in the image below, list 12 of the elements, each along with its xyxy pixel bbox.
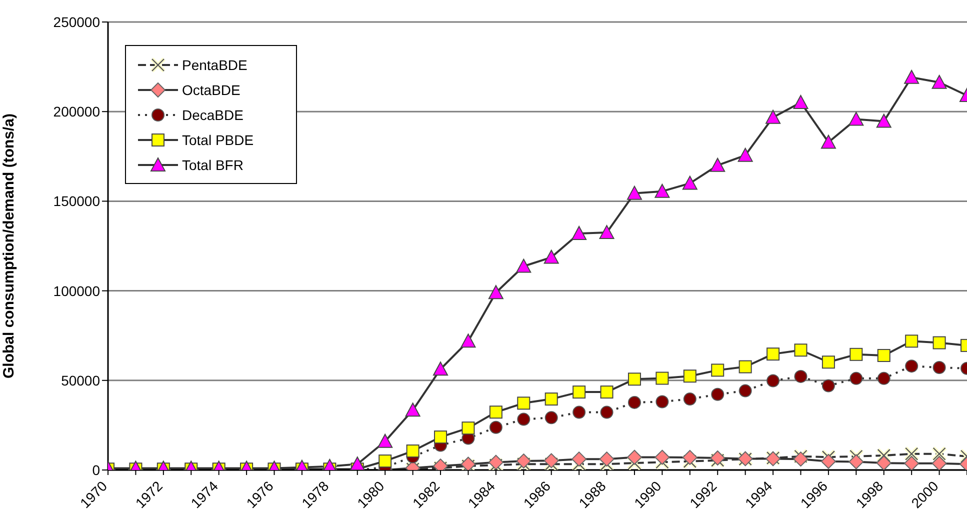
y-tick-label: 250000 [53, 14, 100, 30]
legend-label: DecaBDE [182, 106, 244, 122]
legend-label: Total PBDE [182, 132, 254, 148]
y-axis-title: Global consumption/demand (tons/a) [0, 113, 18, 379]
y-tick-label: 100000 [53, 282, 100, 299]
y-tick-label: 0 [92, 462, 100, 478]
legend-label: Total BFR [182, 156, 244, 172]
legend-label: OctaBDE [182, 82, 240, 98]
y-tick-label: 50000 [61, 372, 100, 388]
legend-label: PentaBDE [182, 56, 248, 72]
y-tick-label: 200000 [53, 104, 100, 120]
y-tick-label: 150000 [53, 193, 100, 210]
